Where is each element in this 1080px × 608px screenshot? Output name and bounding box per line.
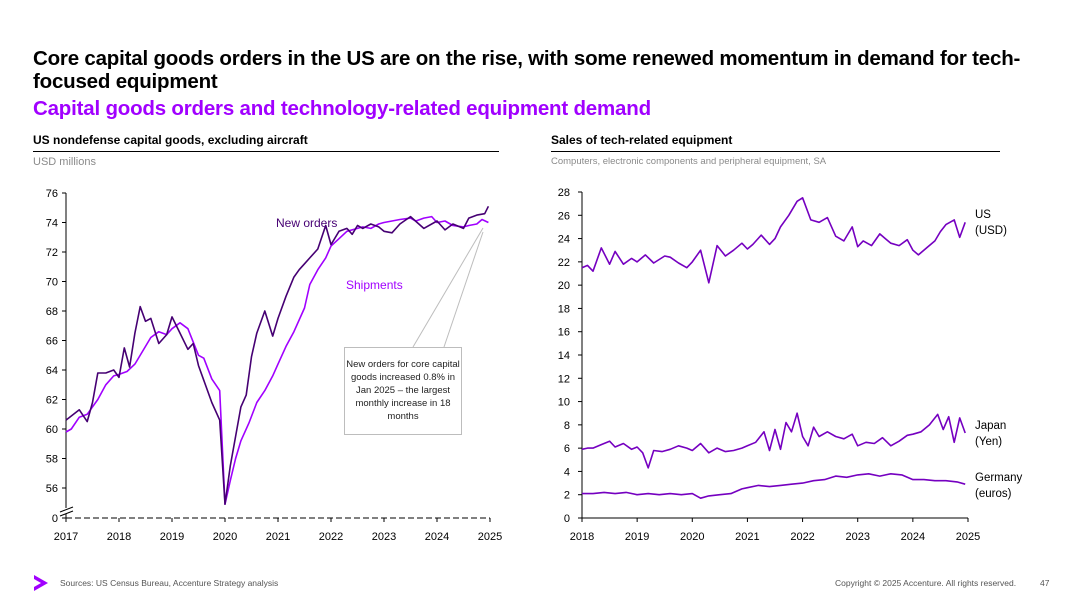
left-y-tick-label: 76 [46,188,58,200]
annotation-callout: New orders for core capital goods increa… [344,347,462,435]
left-y-tick-label: 60 [46,424,58,436]
right-x-tick-label: 2019 [625,531,649,543]
left-y-tick-label: 56 [46,483,58,495]
left-y-tick-label: 74 [46,218,58,230]
right-series-line-us [581,197,966,284]
left-series-line-new-orders [65,205,490,506]
right-x-tick-label: 2020 [680,531,704,543]
left-x-tick-label: 2019 [160,531,184,543]
legend-shipments: Shipments [346,278,403,292]
left-y-tick-label: 0 [52,513,58,525]
right-y-tick-label: 22 [558,257,570,269]
left-x-tick-label: 2021 [266,531,290,543]
right-y-tick-label: 2 [564,490,570,502]
right-y-tick-label: 16 [558,327,570,339]
left-chart-unit: USD millions [33,156,96,168]
callout-pointer [412,227,484,348]
series-label-japan: Japan [975,420,1006,432]
right-chart-title: Sales of tech-related equipment [551,133,733,147]
left-x-tick-label: 2017 [54,531,78,543]
right-y-tick-label: 28 [558,187,570,199]
left-y-tick-label: 70 [46,277,58,289]
series-label-us: US [975,209,991,221]
footer-copyright: Copyright © 2025 Accenture. All rights r… [835,578,1017,588]
right-y-tick-label: 24 [558,234,570,246]
left-x-tick-label: 2018 [107,531,131,543]
right-y-tick-label: 20 [558,280,570,292]
left-x-tick-label: 2023 [372,531,396,543]
right-y-tick-label: 8 [564,420,570,432]
right-y-tick-label: 12 [558,373,570,385]
right-y-tick-label: 6 [564,443,570,455]
page-subtitle: Capital goods orders and technology-rela… [33,97,651,120]
left-chart-rule [33,151,499,152]
footer-sources: Sources: US Census Bureau, Accenture Str… [60,578,279,588]
footer-page-number: 47 [1040,578,1050,588]
legend-new-orders: New orders [276,216,337,230]
right-x-tick-label: 2021 [735,531,759,543]
series-label-germany: Germany [975,472,1023,484]
left-y-tick-label: 68 [46,306,58,318]
left-x-tick-label: 2025 [478,531,502,543]
right-x-tick-label: 2018 [570,531,594,543]
left-y-tick-label: 58 [46,454,58,466]
callout-pointer [443,231,484,348]
right-series-line-japan [581,412,966,469]
accenture-logo-icon [34,575,48,591]
series-label-germany-unit: (euros) [975,488,1012,500]
left-y-tick-label: 66 [46,336,58,348]
right-x-tick-label: 2023 [845,531,869,543]
right-y-tick-label: 26 [558,210,570,222]
left-x-tick-label: 2022 [319,531,343,543]
right-x-tick-label: 2024 [901,531,925,543]
right-x-tick-label: 2025 [956,531,980,543]
left-y-tick-label: 62 [46,395,58,407]
page-title: Core capital goods orders in the US are … [33,47,1021,93]
right-y-tick-label: 10 [558,397,570,409]
left-x-tick-label: 2020 [213,531,237,543]
left-y-tick-label: 72 [46,247,58,259]
right-y-tick-label: 14 [558,350,570,362]
right-y-tick-label: 0 [564,513,570,525]
series-label-us-unit: (USD) [975,225,1007,237]
left-chart-title: US nondefense capital goods, excluding a… [33,133,308,147]
left-x-tick-label: 2024 [425,531,449,543]
left-axis-break-mark [59,510,74,517]
right-y-tick-label: 18 [558,303,570,315]
left-axis-break-mark [59,506,74,513]
left-y-tick-label: 64 [46,365,58,377]
right-chart-unit: Computers, electronic components and per… [551,156,827,167]
right-x-tick-label: 2022 [790,531,814,543]
right-y-tick-label: 4 [564,466,570,478]
series-label-japan-unit: (Yen) [975,436,1002,448]
left-series-line-shipments [65,215,489,506]
right-series-line-germany [582,472,966,500]
right-chart-rule [551,151,1000,152]
